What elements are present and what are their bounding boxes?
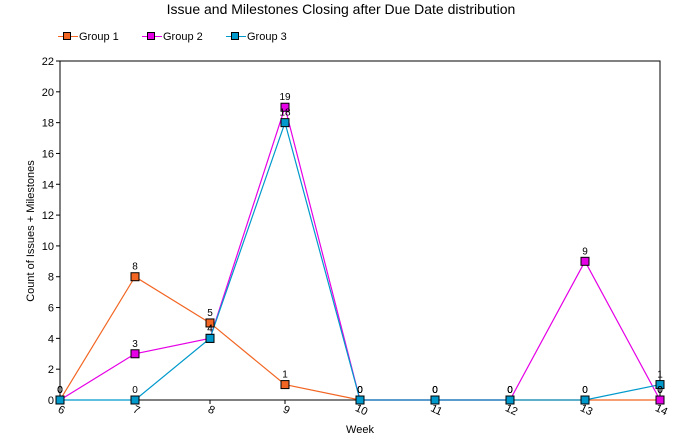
- x-tick-label: 13: [578, 402, 594, 418]
- data-label-group-1: 8: [132, 262, 138, 273]
- data-label-group-3: 0: [357, 385, 363, 396]
- data-label-group-3: 0: [507, 385, 513, 396]
- x-tick-label: 9: [281, 404, 292, 417]
- data-point-group-3: [55, 395, 65, 405]
- data-point-group-1: [130, 272, 140, 282]
- x-tick-label: 6: [56, 404, 67, 417]
- x-tick-label: 10: [353, 402, 369, 418]
- y-tick-label: 22: [42, 56, 54, 68]
- x-tick-label: 14: [653, 402, 669, 418]
- data-label-group-2: 0: [507, 385, 513, 396]
- data-point-group-3: [280, 118, 290, 128]
- y-tick-label: 0: [48, 395, 54, 407]
- x-tick-label: 8: [206, 404, 217, 417]
- data-label-group-3: 18: [279, 108, 291, 119]
- x-tick-label: 7: [131, 404, 142, 417]
- y-tick-label: 4: [48, 333, 54, 345]
- y-tick-label: 8: [48, 272, 54, 284]
- data-point-group-1: [280, 380, 290, 390]
- data-label-group-1: 0: [357, 385, 363, 396]
- data-label-group-1: 0: [507, 385, 513, 396]
- data-point-group-2: [655, 395, 665, 405]
- y-tick-label: 14: [42, 179, 54, 191]
- data-label-group-1: 0: [582, 385, 588, 396]
- data-label-group-3: 0: [432, 385, 438, 396]
- x-tick-label: 12: [503, 402, 519, 418]
- data-point-group-3: [130, 395, 140, 405]
- data-label-group-3: 4: [207, 323, 213, 334]
- x-tick-label: 11: [429, 402, 444, 418]
- data-label-group-2: 0: [432, 385, 438, 396]
- data-label-group-2: 9: [582, 246, 588, 257]
- data-point-group-3: [430, 395, 440, 405]
- data-label-group-1: 5: [207, 308, 213, 319]
- data-label-group-1: 0: [657, 385, 663, 396]
- data-point-group-3: [355, 395, 365, 405]
- data-label-group-3: 0: [57, 385, 63, 396]
- plot-area: [59, 60, 661, 401]
- y-tick-label: 18: [42, 118, 54, 130]
- y-tick-label: 10: [42, 241, 54, 253]
- y-tick-label: 16: [42, 148, 54, 160]
- data-point-group-2: [580, 256, 590, 266]
- data-point-group-3: [655, 380, 665, 390]
- data-point-group-1: [205, 318, 215, 328]
- y-tick-label: 12: [42, 210, 54, 222]
- y-tick-label: 6: [48, 303, 54, 315]
- legend-label-group-2: Group 2: [163, 31, 203, 43]
- data-point-group-2: [280, 102, 290, 112]
- data-label-group-3: 0: [582, 385, 588, 396]
- y-tick-label: 2: [48, 364, 54, 376]
- data-label-group-3: 0: [132, 385, 138, 396]
- data-label-group-2: 0: [57, 385, 63, 396]
- data-point-group-3: [505, 395, 515, 405]
- legend-label-group-1: Group 1: [79, 31, 119, 43]
- data-label-group-2: 0: [357, 385, 363, 396]
- data-label-group-3: 1: [657, 370, 663, 381]
- data-label-group-2: 0: [657, 385, 663, 396]
- legend-label-group-3: Group 3: [247, 31, 287, 43]
- legend-marker-group-2: [147, 32, 155, 40]
- data-label-group-2: 4: [207, 323, 213, 334]
- x-axis-title: Week: [346, 424, 374, 436]
- data-label-group-1: 0: [57, 385, 63, 396]
- legend-marker-group-1: [63, 32, 71, 40]
- data-label-group-1: 1: [282, 370, 288, 381]
- chart-title: Issue and Milestones Closing after Due D…: [166, 1, 516, 17]
- y-axis-title: Count of Issues + Milestones: [25, 160, 37, 302]
- y-tick-label: 20: [42, 87, 54, 99]
- data-point-group-3: [580, 395, 590, 405]
- data-label-group-2: 19: [279, 92, 291, 103]
- data-label-group-1: 0: [432, 385, 438, 396]
- legend-marker-group-3: [231, 32, 239, 40]
- data-point-group-3: [205, 333, 215, 343]
- data-point-group-2: [130, 349, 140, 359]
- data-label-group-2: 3: [132, 339, 138, 350]
